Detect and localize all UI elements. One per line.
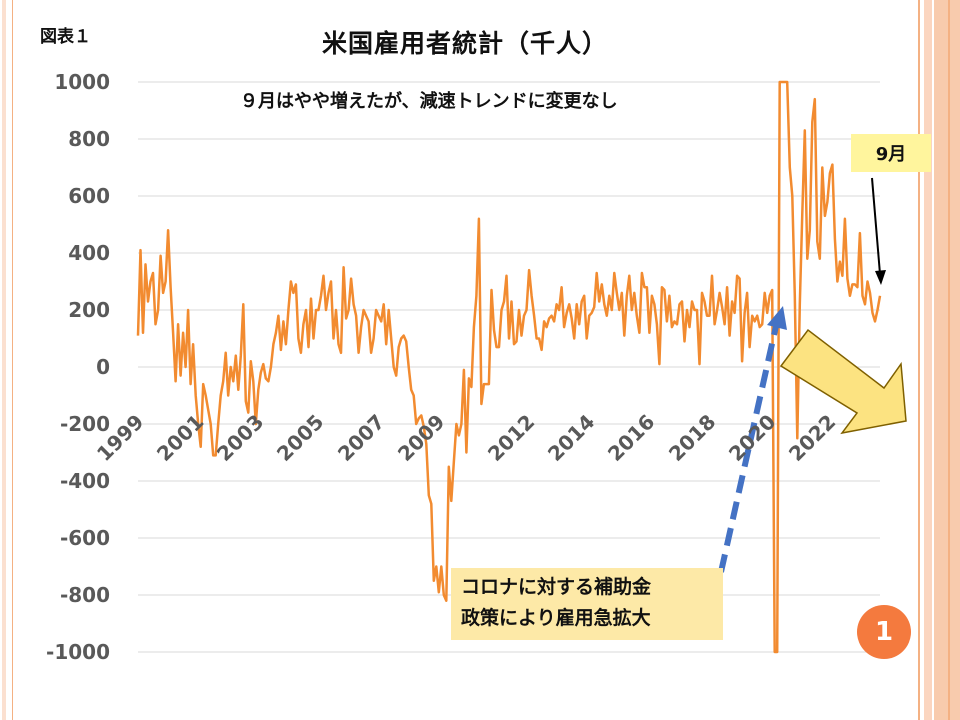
- left-border-line: [12, 0, 13, 720]
- y-tick-label: 600: [68, 184, 110, 208]
- callout-arrow-line: [871, 177, 881, 275]
- left-border-stripe: [2, 0, 6, 720]
- y-tick-label: 200: [68, 298, 110, 322]
- callout-arrow-head: [875, 270, 886, 285]
- y-tick-label: 0: [96, 355, 110, 379]
- y-tick-label: 400: [68, 241, 110, 265]
- y-tick-label: -800: [59, 583, 110, 607]
- right-border-stripe-1: [918, 0, 920, 720]
- chart-title: 米国雇用者統計（千人）: [322, 29, 609, 58]
- y-tick-label: -600: [59, 526, 110, 550]
- covid-note-line-1: コロナに対する補助金: [461, 576, 652, 598]
- y-tick-label: 800: [68, 127, 110, 151]
- y-tick-label: 1000: [54, 70, 110, 94]
- dashed-arrow-line: [718, 325, 779, 573]
- trend-down-arrow: [779, 328, 907, 435]
- y-tick-label: -1000: [46, 640, 110, 664]
- september-callout-text: 9月: [875, 144, 907, 165]
- y-tick-label: -400: [59, 469, 110, 493]
- right-border-stripe-3: [934, 0, 960, 720]
- chart-subtitle: ９月はやや増えたが、減速トレンドに変更なし: [240, 91, 618, 112]
- figure-label: 図表１: [40, 27, 91, 47]
- right-border-stripe-4: [948, 0, 950, 720]
- right-border-stripe-2: [924, 0, 932, 720]
- employment-line: [136, 80, 882, 654]
- dashed-arrow-head: [767, 306, 787, 330]
- covid-note-box: コロナに対する補助金 政策により雇用急拡大: [451, 568, 723, 640]
- covid-note-line-2: 政策により雇用急拡大: [461, 607, 651, 629]
- page-badge: 1: [857, 605, 911, 659]
- page-badge-number: 1: [874, 617, 894, 647]
- series-group: [136, 80, 882, 654]
- september-callout: 9月: [851, 134, 931, 172]
- y-tick-label: -200: [59, 412, 110, 436]
